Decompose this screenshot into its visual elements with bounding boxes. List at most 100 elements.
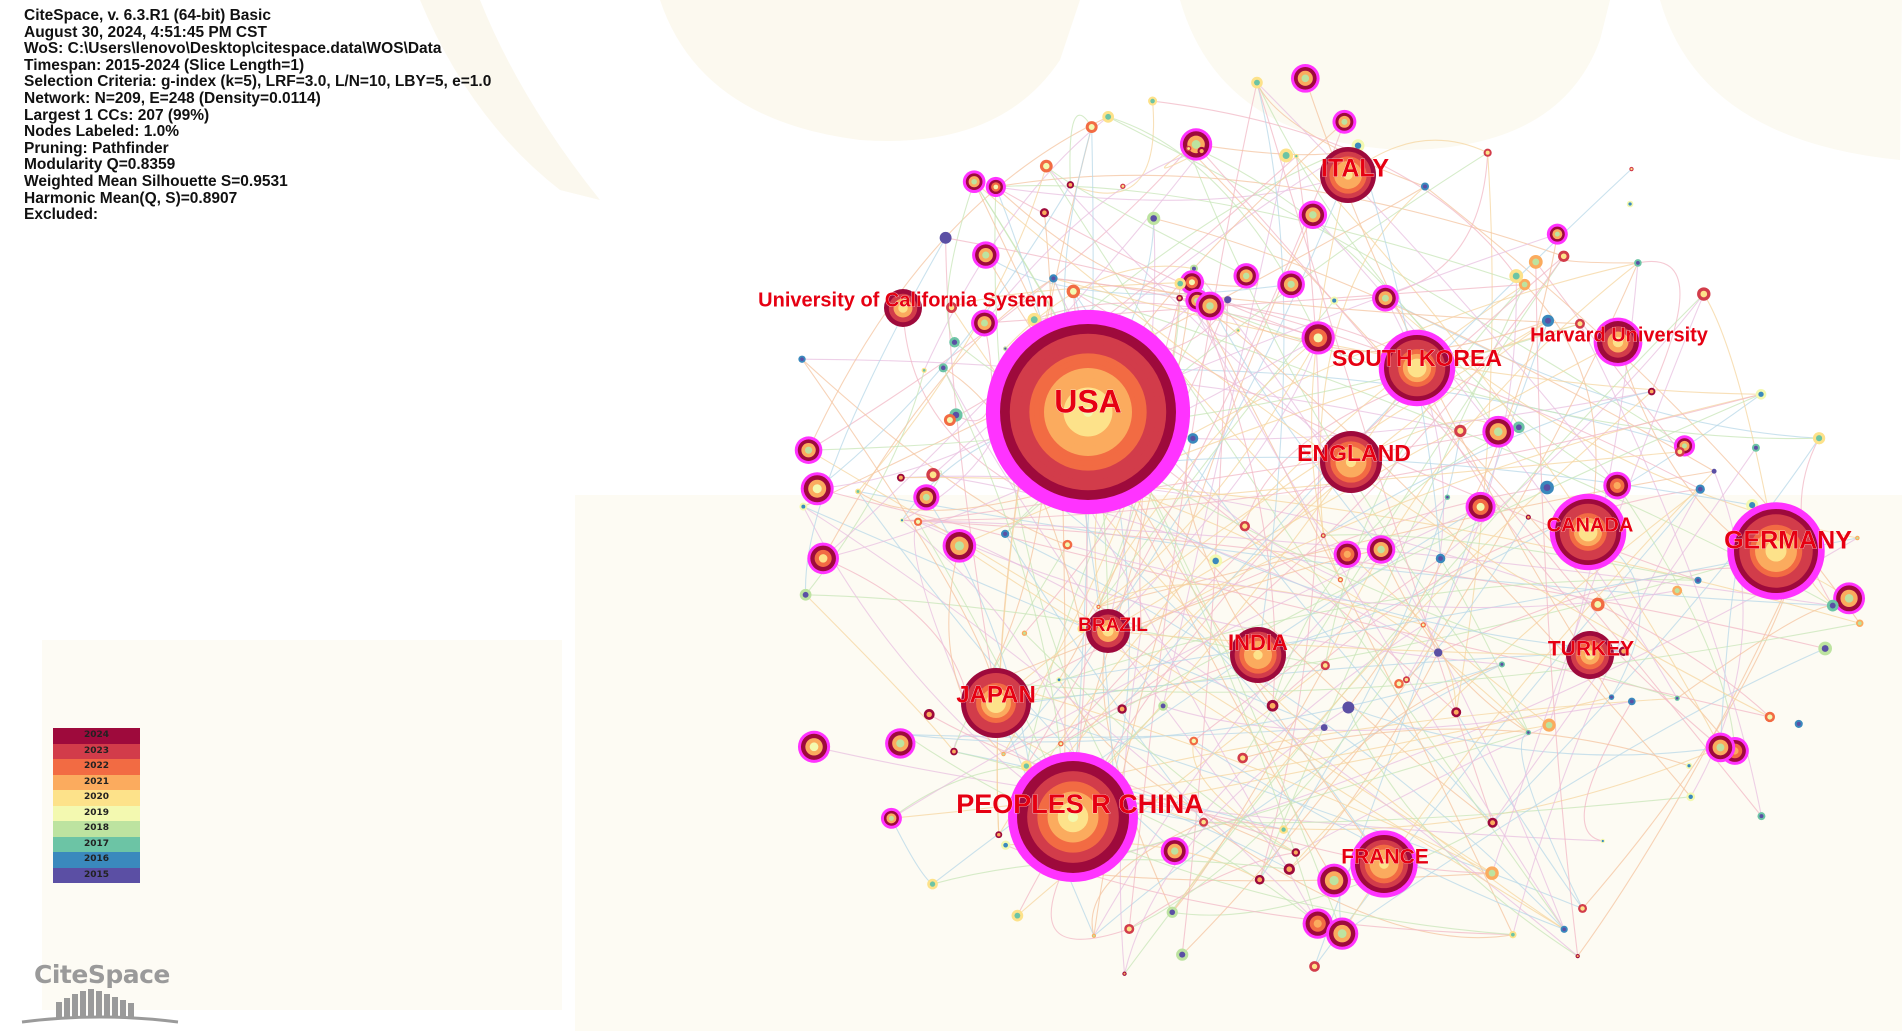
minor-node bbox=[1465, 491, 1496, 522]
network-edge bbox=[1616, 485, 1736, 751]
network-edge bbox=[1058, 679, 1296, 854]
minor-node bbox=[1435, 553, 1446, 564]
minor-node bbox=[1540, 480, 1554, 495]
network-edge bbox=[925, 497, 1035, 795]
network-edge bbox=[1256, 82, 1618, 486]
minor-node bbox=[1509, 930, 1517, 939]
network-edge bbox=[803, 506, 1319, 925]
info-line: WoS: C:\Users\lenovo\Desktop\citespace.d… bbox=[24, 40, 442, 58]
network-edge bbox=[1492, 447, 1757, 824]
network-edge bbox=[1171, 665, 1326, 913]
minor-node bbox=[1826, 599, 1839, 612]
minor-node bbox=[1560, 925, 1568, 933]
minor-node bbox=[1049, 274, 1058, 283]
minor-node bbox=[1444, 494, 1451, 500]
info-line: CiteSpace, v. 6.3.R1 (64-bit) Basic bbox=[24, 7, 271, 24]
network-edge bbox=[1004, 533, 1205, 823]
network-edge bbox=[1123, 707, 1349, 974]
network-edge bbox=[1583, 701, 1633, 842]
minor-node bbox=[942, 529, 977, 563]
minor-node bbox=[1694, 576, 1702, 584]
network-edge bbox=[1060, 255, 1565, 745]
minor-node bbox=[1298, 200, 1328, 230]
node-ucs bbox=[884, 289, 922, 327]
network-edge bbox=[1319, 186, 1426, 536]
minor-node bbox=[855, 488, 861, 495]
minor-node bbox=[1291, 848, 1301, 857]
network-edge bbox=[1113, 777, 1493, 874]
minor-node bbox=[1454, 424, 1467, 438]
minor-node bbox=[1199, 817, 1209, 827]
citespace-logo: CiteSpace bbox=[20, 958, 180, 1026]
minor-node bbox=[938, 363, 948, 373]
minor-node bbox=[946, 301, 958, 313]
legend-year-2016: 2016 bbox=[53, 852, 140, 868]
minor-node bbox=[1855, 535, 1860, 541]
minor-node bbox=[1021, 630, 1028, 636]
info-line: Modularity Q=0.8359 bbox=[24, 156, 176, 174]
minor-node bbox=[1812, 432, 1826, 445]
network-edge bbox=[1053, 277, 1580, 325]
network-edge bbox=[1003, 145, 1359, 755]
network-edge bbox=[1242, 728, 1690, 767]
node-england bbox=[1320, 431, 1382, 493]
minor-node bbox=[807, 542, 839, 575]
network-edge bbox=[1162, 700, 1632, 731]
network-edge bbox=[995, 185, 1525, 286]
minor-node bbox=[1751, 443, 1760, 452]
network-edge bbox=[953, 751, 1319, 925]
info-line: Harmonic Mean(Q, S)=0.8907 bbox=[24, 189, 238, 207]
network-edge bbox=[1597, 603, 1771, 718]
network-edge bbox=[1323, 534, 1699, 581]
legend-year-2015: 2015 bbox=[53, 867, 140, 883]
network-edge bbox=[1347, 234, 1558, 708]
minor-node bbox=[1509, 269, 1524, 283]
network-edge bbox=[946, 181, 975, 343]
network-edge bbox=[1201, 150, 1762, 817]
network-edge bbox=[1515, 275, 1597, 533]
network-edge bbox=[1455, 711, 1583, 909]
minor-node bbox=[1686, 792, 1696, 802]
network-edge bbox=[1045, 165, 1565, 930]
network-edge bbox=[801, 358, 994, 682]
minor-node bbox=[1021, 760, 1032, 772]
minor-node bbox=[1672, 585, 1683, 596]
minor-node bbox=[1001, 751, 1006, 757]
minor-node bbox=[1705, 732, 1736, 763]
network-edge bbox=[1288, 652, 1439, 870]
network-edge bbox=[1295, 724, 1550, 854]
network-edge bbox=[1440, 558, 1529, 733]
minor-node bbox=[1420, 622, 1426, 628]
minor-node bbox=[950, 747, 958, 756]
minor-node bbox=[1325, 917, 1359, 950]
minor-node bbox=[1077, 624, 1086, 633]
minor-node bbox=[1697, 287, 1711, 301]
minor-node bbox=[926, 468, 940, 482]
network-edge bbox=[1080, 474, 1529, 733]
minor-node bbox=[1148, 96, 1158, 106]
network-edge bbox=[917, 431, 1499, 523]
minor-node bbox=[1634, 259, 1642, 267]
minor-node bbox=[1833, 582, 1866, 615]
minor-node bbox=[1011, 909, 1024, 922]
node-label-india: INDIA bbox=[1228, 630, 1288, 655]
node-japan bbox=[961, 668, 1031, 738]
minor-node bbox=[1239, 520, 1251, 532]
info-line: Nodes Labeled: 1.0% bbox=[24, 123, 180, 141]
minor-node bbox=[1237, 752, 1249, 764]
major-nodes bbox=[884, 147, 1825, 898]
minor-node bbox=[1003, 346, 1008, 351]
network-edge bbox=[902, 393, 1762, 521]
network-edge bbox=[1192, 390, 1652, 440]
minor-node bbox=[995, 831, 1003, 839]
network-edge bbox=[1334, 152, 1489, 302]
info-line: Pruning: Pathfinder bbox=[24, 139, 169, 157]
network-edges bbox=[801, 78, 1861, 975]
minor-node bbox=[1626, 200, 1634, 208]
network-edge bbox=[904, 734, 1513, 936]
network-edge bbox=[1107, 337, 1319, 632]
minor-node bbox=[799, 588, 812, 601]
minor-node bbox=[1755, 388, 1767, 400]
minor-node bbox=[899, 518, 905, 523]
minor-node bbox=[1174, 277, 1186, 290]
